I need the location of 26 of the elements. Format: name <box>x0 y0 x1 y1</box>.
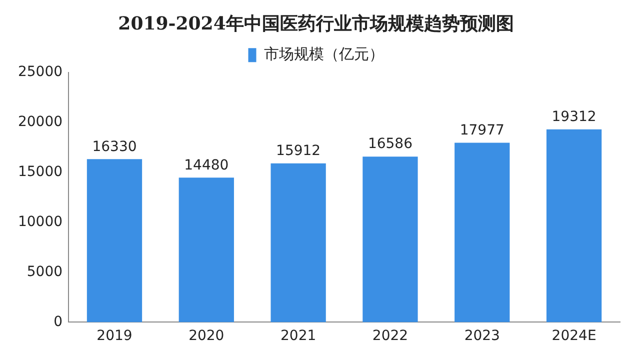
data-label: 16330 <box>92 138 137 155</box>
x-tick-label: 2021 <box>280 328 316 344</box>
legend-label: 市场规模（亿元） <box>264 44 384 63</box>
bar <box>270 163 326 322</box>
data-label: 17977 <box>460 122 504 138</box>
x-tick-label: 2022 <box>372 328 408 344</box>
x-tick-label: 2024E <box>552 328 596 344</box>
x-tick-label: 2019 <box>96 328 132 344</box>
bar <box>546 129 602 322</box>
data-label: 15912 <box>276 142 321 159</box>
data-label: 16586 <box>368 136 413 152</box>
y-tick-label: 10000 <box>18 214 63 230</box>
y-tick-label: 20000 <box>18 114 63 130</box>
bar <box>178 178 234 322</box>
chart-title: 2019-2024年中国医药行业市场规模趋势预测图 <box>118 13 514 34</box>
bar <box>86 159 142 322</box>
y-tick-label: 5000 <box>26 264 63 280</box>
data-label: 14480 <box>184 157 229 174</box>
y-tick-label: 0 <box>54 314 63 330</box>
y-tick-label: 25000 <box>18 64 63 80</box>
y-tick-label: 15000 <box>18 164 63 180</box>
bar <box>362 156 418 322</box>
x-tick-label: 2023 <box>464 328 500 344</box>
bar <box>454 142 510 322</box>
data-label: 19312 <box>552 109 596 126</box>
x-tick-label: 2020 <box>188 328 224 344</box>
